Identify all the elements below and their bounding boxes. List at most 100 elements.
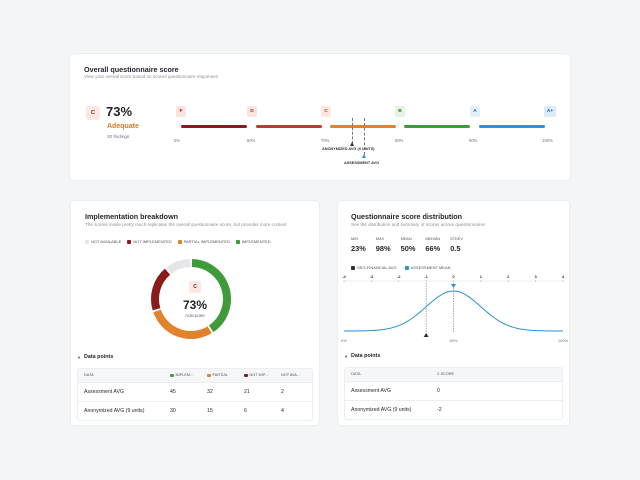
col-header-partial[interactable]: PARTIAL bbox=[201, 369, 238, 382]
grade-badge-d: D bbox=[247, 106, 257, 117]
implementation-data-points-toggle[interactable]: ▼ Data points bbox=[77, 354, 113, 360]
col-header-implemented[interactable]: IMPLEM... bbox=[164, 369, 201, 382]
distribution-subtitle: See the distribution and summary of scor… bbox=[351, 222, 486, 227]
z-tick-label: 1 bbox=[480, 274, 483, 279]
table-cell: Anonymized AVG (9 units) bbox=[345, 399, 431, 419]
stat-value: 50% bbox=[400, 244, 416, 253]
legend-swatch bbox=[177, 239, 182, 244]
legend-label: NOT AVAILABLE bbox=[91, 239, 122, 244]
legend-label: NOT IMPLEMENTED bbox=[133, 239, 172, 244]
table-cell: 15 bbox=[201, 400, 238, 420]
table-row: Assessment AVG 0 bbox=[345, 380, 562, 400]
stat-label: MEDIAN bbox=[425, 237, 441, 241]
stat-median: MEDIAN 66% bbox=[425, 237, 440, 253]
col-header-data[interactable]: DATA bbox=[345, 368, 431, 381]
stat-min: MIN 23% bbox=[351, 237, 366, 253]
legend-swatch bbox=[85, 239, 89, 244]
distribution-stats: MIN 23% MAX 98% MEAN 50% MEDIAN 66% STDEV 0.5 bbox=[351, 237, 463, 253]
seg-financial-avg-marker[interactable] bbox=[423, 333, 429, 337]
table-cell: Assessment AVG bbox=[78, 381, 164, 401]
table-header-row: DATA Z-SCORE bbox=[345, 368, 562, 381]
scale-tick: 60% bbox=[247, 138, 256, 143]
table-row: Anonymized AVG (9 units) 30 15 6 4 bbox=[78, 400, 312, 420]
distribution-data-points-toggle[interactable]: ▼ Data points bbox=[344, 353, 380, 359]
stat-label: MAX bbox=[375, 237, 385, 241]
overall-percent: 73% bbox=[106, 104, 133, 119]
table-cell: 6 bbox=[238, 400, 275, 420]
donut-slice-implemented[interactable] bbox=[191, 259, 231, 333]
implementation-table: DATA IMPLEM... PARTIAL NOT IMP... NOT AV… bbox=[77, 368, 313, 421]
not-implemented-swatch bbox=[244, 373, 248, 377]
grade-badge-b: B bbox=[395, 106, 405, 117]
z-tick-label: -3 bbox=[370, 274, 374, 279]
distribution-legend: SEG-FINANCIAL AVG ASSESSMENT MEAN bbox=[351, 265, 451, 270]
implementation-legend: NOT AVAILABLE NOT IMPLEMENTED PARTIAL IM… bbox=[85, 239, 271, 244]
grade-bar-d bbox=[256, 125, 322, 128]
legend-item[interactable]: IMPLEMENTED bbox=[235, 239, 271, 244]
grade-badge-f: F bbox=[176, 106, 186, 117]
distribution-title: Questionnaire score distribution bbox=[351, 212, 463, 221]
pct-tick-label: 0% bbox=[341, 338, 347, 343]
overall-score-subtitle: View your overall score based on scored … bbox=[84, 74, 218, 79]
grade-bar-f bbox=[181, 125, 247, 128]
legend-swatch bbox=[127, 239, 132, 244]
col-header-data[interactable]: DATA bbox=[78, 369, 164, 382]
overall-grade-badge: C bbox=[86, 106, 100, 120]
col-header-z-score[interactable]: Z-SCORE bbox=[431, 368, 562, 381]
col-header-not-implemented[interactable]: NOT IMP... bbox=[238, 369, 275, 382]
donut-slice-partial[interactable] bbox=[153, 309, 212, 339]
z-tick-label: 3 bbox=[535, 274, 538, 279]
col-header-label: IMPLEM... bbox=[175, 373, 194, 378]
assessment-avg-label: ASSESSMENT AVG bbox=[344, 161, 380, 165]
grade-badge-a: A bbox=[470, 106, 480, 117]
legend-item[interactable]: NOT AVAILABLE bbox=[85, 239, 121, 244]
donut-center: C 73% Adequate bbox=[163, 281, 227, 318]
distribution-chart: -4 -3 -2 -1 0 1 2 3 4 0% 50% 100% bbox=[341, 274, 569, 343]
donut-slice-not-implemented[interactable] bbox=[151, 268, 171, 311]
table-cell: 32 bbox=[201, 381, 238, 401]
grade-badge-c: C bbox=[321, 106, 331, 117]
col-header-label: NOT IMP... bbox=[249, 373, 268, 378]
legend-swatch bbox=[351, 265, 355, 270]
assessment-mean-marker[interactable] bbox=[451, 284, 456, 288]
legend-item[interactable]: ASSESSMENT MEAN bbox=[404, 265, 451, 270]
z-tick-label: 2 bbox=[507, 274, 510, 279]
donut-grade-badge: C bbox=[189, 281, 201, 293]
implemented-swatch bbox=[170, 373, 174, 377]
legend-swatch bbox=[404, 265, 409, 270]
anonymized-avg-marker[interactable] bbox=[350, 142, 354, 146]
z-tick-label: -2 bbox=[397, 274, 401, 279]
table-row: Anonymized AVG (9 units) -2 bbox=[345, 399, 562, 419]
z-tick-label: -4 bbox=[342, 274, 346, 279]
anonymized-avg-label: ANONYMIZED AVG (9 UNITS) bbox=[322, 147, 375, 151]
overall-score-card: Overall questionnaire score View your ov… bbox=[70, 54, 570, 180]
distribution-table: DATA Z-SCORE Assessment AVG 0 Anonymized… bbox=[344, 367, 563, 420]
col-header-not-available[interactable]: NOT AVA... bbox=[275, 369, 312, 382]
caret-down-icon: ▼ bbox=[344, 353, 348, 359]
implementation-subtitle: The scores inside pretty much replicates… bbox=[85, 222, 287, 227]
grade-bar-c bbox=[330, 125, 396, 128]
scale-tick: 70% bbox=[321, 138, 330, 143]
legend-item[interactable]: PARTIAL IMPLEMENTED bbox=[177, 239, 230, 244]
stat-mean: MEAN 50% bbox=[401, 237, 416, 253]
table-cell: 45 bbox=[164, 381, 201, 401]
legend-item[interactable]: SEG-FINANCIAL AVG bbox=[351, 265, 397, 270]
score-distribution-card: Questionnaire score distribution See the… bbox=[338, 201, 569, 425]
scale-tick: 0% bbox=[174, 138, 181, 143]
scale-tick: 90% bbox=[469, 138, 478, 143]
scale-tick: 100% bbox=[542, 138, 553, 143]
table-row: Assessment AVG 45 32 21 2 bbox=[78, 381, 312, 401]
donut-slice-not-available[interactable] bbox=[166, 259, 191, 274]
stat-value: 23% bbox=[351, 244, 366, 253]
table-cell: 30 bbox=[164, 400, 201, 420]
findings-count[interactable]: 20 findings bbox=[107, 134, 130, 139]
table-cell: 21 bbox=[238, 381, 275, 401]
grade-badge-a-plus: A+ bbox=[544, 106, 556, 117]
assessment-avg-marker[interactable] bbox=[362, 154, 366, 158]
legend-item[interactable]: NOT IMPLEMENTED bbox=[127, 239, 172, 244]
donut-label: Adequate bbox=[185, 313, 205, 318]
pct-tick-label: 100% bbox=[558, 338, 569, 343]
data-points-label: Data points bbox=[83, 354, 114, 360]
implementation-title: Implementation breakdown bbox=[85, 212, 179, 221]
z-tick-label: 0 bbox=[452, 274, 455, 279]
